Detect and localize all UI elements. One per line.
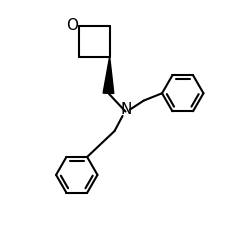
Polygon shape: [103, 57, 113, 93]
Text: N: N: [120, 102, 131, 117]
Text: O: O: [66, 18, 78, 33]
